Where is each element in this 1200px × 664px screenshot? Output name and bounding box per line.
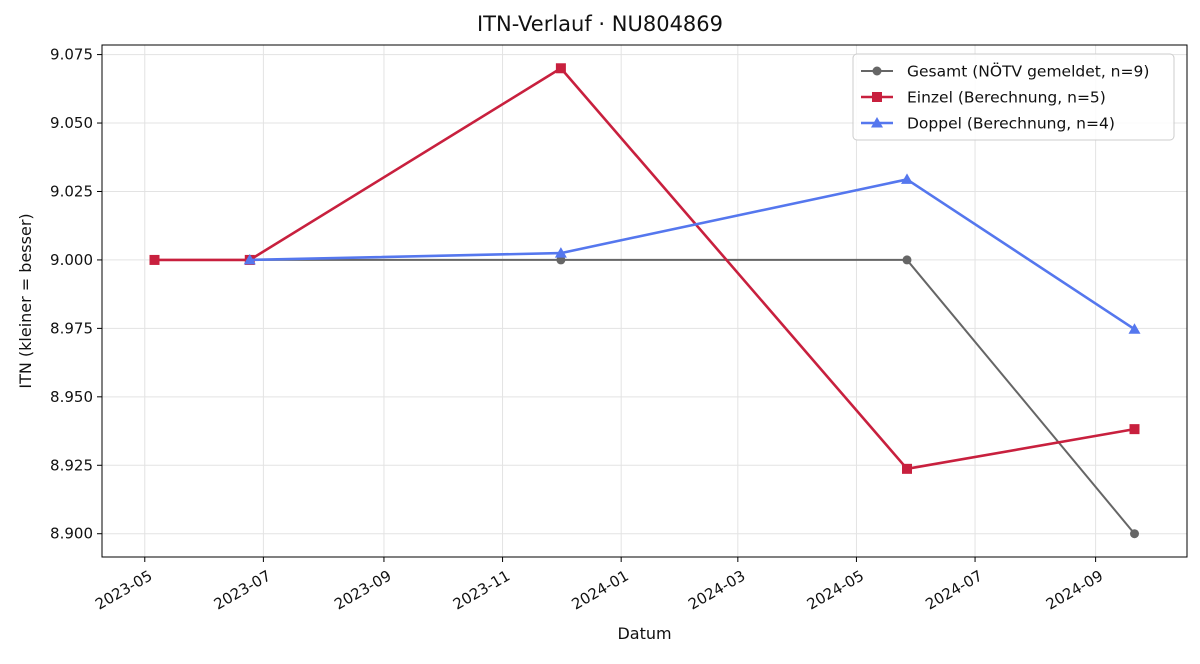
data-point [556, 255, 566, 265]
legend-entry: Doppel (Berechnung, n=4) [861, 115, 1115, 133]
data-point [902, 463, 912, 474]
legend-label: Gesamt (NÖTV gemeldet, n=9) [907, 62, 1149, 81]
y-tick-label: 9.050 [50, 114, 93, 132]
y-tick-label: 9.025 [50, 182, 93, 200]
data-point [1128, 323, 1141, 334]
x-tick-label: 2023-07 [211, 567, 274, 614]
y-tick-label: 8.925 [50, 456, 93, 474]
x-tick-label: 2024-01 [568, 567, 631, 614]
series-lines [149, 63, 1141, 539]
legend-label: Einzel (Berechnung, n=5) [907, 89, 1106, 107]
x-axis-label: Datum [617, 624, 671, 643]
data-point [901, 173, 913, 184]
y-tick-label: 8.900 [50, 525, 93, 543]
legend-marker [872, 66, 882, 76]
x-tick-label: 2023-09 [331, 567, 394, 614]
legend-box [852, 53, 1175, 141]
legend-label: Doppel (Berechnung, n=4) [907, 115, 1115, 133]
series-line [249, 178, 1136, 331]
x-tick-label: 2024-05 [804, 567, 867, 614]
x-tick-label: 2024-09 [1043, 567, 1106, 614]
y-tick-label: 9.000 [50, 251, 93, 269]
data-point [554, 247, 567, 258]
x-tick-label: 2024-07 [922, 567, 985, 614]
series-2 [243, 173, 1141, 334]
series-line [249, 258, 1136, 535]
y-tick-label: 9.075 [50, 46, 93, 64]
legend-entry: Gesamt (NÖTV gemeldet, n=9) [861, 62, 1149, 81]
legend-marker [872, 92, 882, 102]
x-tick-label: 2024-03 [685, 567, 748, 614]
data-point [1129, 424, 1140, 435]
data-point [555, 63, 566, 74]
x-tick-label: 2023-05 [92, 567, 155, 614]
chart-title: ITN-Verlauf · NU804869 [476, 12, 724, 36]
data-point [1130, 529, 1139, 539]
data-point [149, 254, 160, 265]
data-point [243, 253, 256, 265]
legend-entry: Einzel (Berechnung, n=5) [861, 89, 1106, 107]
legend: Gesamt (NÖTV gemeldet, n=9) Einzel (Berec… [852, 53, 1175, 141]
data-point [902, 255, 912, 265]
y-tick-label: 8.975 [50, 319, 93, 337]
x-tick-label: 2023-11 [450, 567, 513, 614]
plot-frame [101, 44, 1188, 558]
y-tick-label: 8.950 [50, 388, 93, 406]
y-axis-label: ITN (kleiner = besser) [16, 213, 35, 388]
legend-marker [871, 117, 883, 128]
